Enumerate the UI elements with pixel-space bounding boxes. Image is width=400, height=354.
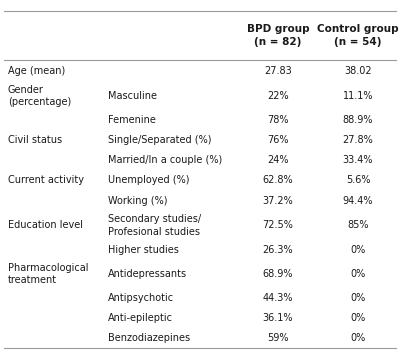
Text: 72.5%: 72.5% xyxy=(262,220,294,230)
Text: Gender
(percentage): Gender (percentage) xyxy=(8,85,71,107)
Text: 68.9%: 68.9% xyxy=(263,269,293,279)
Text: 59%: 59% xyxy=(267,333,289,343)
Text: Working (%): Working (%) xyxy=(108,195,168,206)
Text: Masculine: Masculine xyxy=(108,91,157,101)
Text: 94.4%: 94.4% xyxy=(343,195,373,206)
Text: Antidepressants: Antidepressants xyxy=(108,269,187,279)
Text: Benzodiazepines: Benzodiazepines xyxy=(108,333,190,343)
Text: Antipsychotic: Antipsychotic xyxy=(108,293,174,303)
Text: 38.02: 38.02 xyxy=(344,66,372,76)
Text: 0%: 0% xyxy=(350,333,366,343)
Text: BPD group
(n = 82): BPD group (n = 82) xyxy=(247,24,309,47)
Text: Anti-epileptic: Anti-epileptic xyxy=(108,313,173,323)
Text: Civil status: Civil status xyxy=(8,135,62,145)
Text: 27.8%: 27.8% xyxy=(343,135,373,145)
Text: 24%: 24% xyxy=(267,155,289,165)
Text: Age (mean): Age (mean) xyxy=(8,66,65,76)
Text: 0%: 0% xyxy=(350,269,366,279)
Text: 11.1%: 11.1% xyxy=(343,91,373,101)
Text: Married/In a couple (%): Married/In a couple (%) xyxy=(108,155,222,165)
Text: 44.3%: 44.3% xyxy=(263,293,293,303)
Text: Control group
(n = 54): Control group (n = 54) xyxy=(317,24,399,47)
Text: 33.4%: 33.4% xyxy=(343,155,373,165)
Text: 78%: 78% xyxy=(267,115,289,125)
Text: 0%: 0% xyxy=(350,245,366,255)
Text: Single/Separated (%): Single/Separated (%) xyxy=(108,135,212,145)
Text: 85%: 85% xyxy=(347,220,369,230)
Text: 5.6%: 5.6% xyxy=(346,175,370,185)
Text: Current activity: Current activity xyxy=(8,175,84,185)
Text: Higher studies: Higher studies xyxy=(108,245,179,255)
Text: 27.83: 27.83 xyxy=(264,66,292,76)
Text: 26.3%: 26.3% xyxy=(263,245,293,255)
Text: 22%: 22% xyxy=(267,91,289,101)
Text: 76%: 76% xyxy=(267,135,289,145)
Text: Pharmacological
treatment: Pharmacological treatment xyxy=(8,263,88,285)
Text: 0%: 0% xyxy=(350,293,366,303)
Text: Education level: Education level xyxy=(8,220,83,230)
Text: 0%: 0% xyxy=(350,313,366,323)
Text: Unemployed (%): Unemployed (%) xyxy=(108,175,190,185)
Text: 62.8%: 62.8% xyxy=(263,175,293,185)
Text: 36.1%: 36.1% xyxy=(263,313,293,323)
Text: 88.9%: 88.9% xyxy=(343,115,373,125)
Text: 37.2%: 37.2% xyxy=(263,195,293,206)
Text: Secondary studies/
Profesional studies: Secondary studies/ Profesional studies xyxy=(108,214,201,236)
Text: Femenine: Femenine xyxy=(108,115,156,125)
